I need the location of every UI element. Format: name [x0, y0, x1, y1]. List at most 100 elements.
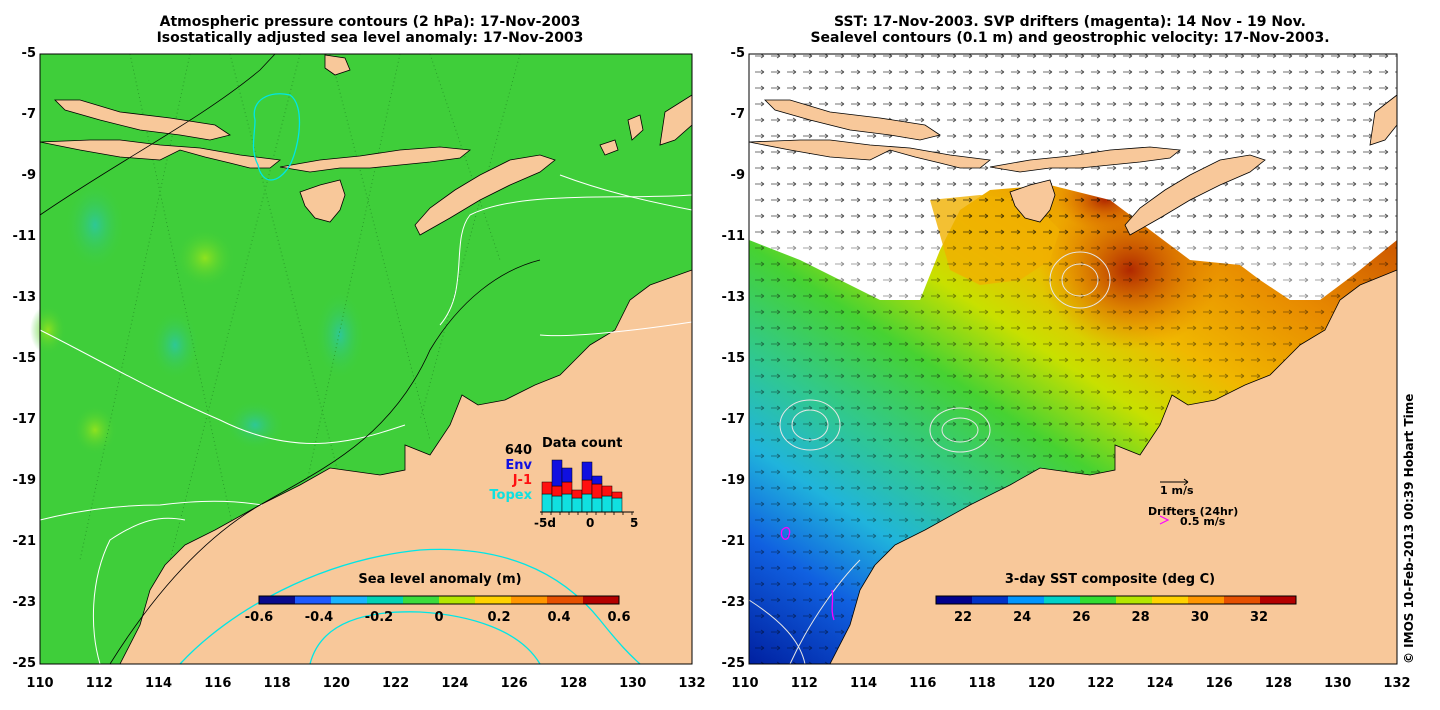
y-tick-label: -5	[21, 46, 36, 61]
x-tick-label: 122	[382, 676, 410, 691]
left-australia	[119, 269, 693, 665]
data-count-bar	[581, 479, 593, 495]
x-tick-label: 116	[204, 676, 232, 691]
drifter-scale-label: 0.5 m/s	[1180, 515, 1226, 528]
y-tick-label: -25	[12, 656, 37, 671]
y-tick-label: -19	[12, 473, 37, 488]
right-panel-title: SST: 17-Nov-2003. SVP drifters (magenta)…	[740, 14, 1400, 46]
x-tick-label: 110	[731, 676, 759, 691]
x-tick-label: 118	[263, 676, 291, 691]
right-sst-map	[748, 53, 1398, 665]
data-count-bar	[591, 483, 603, 499]
y-tick-label: -21	[721, 534, 746, 549]
data-count-bar	[591, 497, 603, 513]
colorbar-swatch	[1116, 596, 1153, 604]
colorbar-swatch	[583, 596, 620, 604]
colorbar-tick-label: 28	[1131, 610, 1150, 625]
colorbar-swatch	[1008, 596, 1045, 604]
y-tick-label: -17	[12, 412, 37, 427]
colorbar-swatch	[403, 596, 440, 604]
y-tick-label: -15	[721, 351, 746, 366]
data-count-bar	[581, 461, 593, 481]
data-count-bar	[551, 485, 563, 497]
left-panel-title: Atmospheric pressure contours (2 hPa): 1…	[40, 14, 700, 46]
colorbar-swatch	[367, 596, 404, 604]
colorbar-swatch	[259, 596, 296, 604]
data-count-bar	[571, 497, 583, 513]
data-count-title: Data count	[542, 436, 623, 451]
x-tick-label: 114	[144, 676, 173, 691]
x-tick-label: 126	[1205, 676, 1233, 691]
y-tick-label: -7	[21, 107, 36, 122]
colorbar-tick-label: 24	[1013, 610, 1032, 625]
data-count-bar	[561, 467, 573, 483]
velocity-scale-label: 1 m/s	[1160, 484, 1194, 497]
right-title-line1: SST: 17-Nov-2003. SVP drifters (magenta)…	[834, 14, 1306, 30]
colorbar-swatch	[1044, 596, 1081, 604]
right-colorbar-title: 3-day SST composite (deg C)	[1004, 572, 1216, 587]
x-tick-label: 122	[1087, 676, 1115, 691]
y-tick-label: -15	[12, 351, 37, 366]
colorbar-swatch	[936, 596, 973, 604]
data-count-chart	[540, 459, 634, 515]
data-count-bar	[561, 493, 573, 513]
colorbar-tick-label: 0.4	[547, 610, 571, 625]
x-tick-label: 110	[26, 676, 54, 691]
data-count-bar	[551, 495, 563, 513]
x-tick-label: 112	[790, 676, 818, 691]
colorbar-swatch	[295, 596, 332, 604]
y-tick-label: -11	[12, 229, 37, 244]
colorbar-swatch	[475, 596, 512, 604]
data-count-xtick-neg5: -5d	[534, 516, 556, 530]
colorbar-swatch	[511, 596, 548, 604]
y-tick-label: -9	[730, 168, 745, 183]
y-tick-label: -21	[12, 534, 37, 549]
data-count-bar	[591, 475, 603, 485]
colorbar-tick-label: 0	[434, 610, 444, 625]
right-colorbar	[935, 595, 1297, 605]
x-tick-label: 124	[441, 676, 469, 691]
colorbar-tick-label: 0.6	[607, 610, 631, 625]
y-tick-label: -13	[12, 290, 37, 305]
data-count-bar	[541, 493, 553, 513]
x-tick-label: 130	[619, 676, 647, 691]
credit-text: © IMOS 10-Feb-2013 00:39 Hobart Time	[1402, 393, 1416, 664]
x-tick-label: 118	[968, 676, 996, 691]
x-tick-label: 132	[678, 676, 706, 691]
y-tick-label: -23	[12, 595, 37, 610]
colorbar-swatch	[1260, 596, 1297, 604]
colorbar-tick-label: -0.6	[244, 610, 274, 625]
x-tick-label: 126	[500, 676, 528, 691]
colorbar-swatch	[1152, 596, 1189, 604]
colorbar-swatch	[547, 596, 584, 604]
data-count-bar	[611, 491, 623, 499]
colorbar-swatch	[1224, 596, 1261, 604]
x-tick-label: 116	[909, 676, 937, 691]
data-count-bar	[561, 481, 573, 495]
colorbar-tick-label: 26	[1072, 610, 1091, 625]
data-count-env-label: Env	[505, 458, 532, 473]
drifters-label: Drifters (24hr)	[1148, 505, 1239, 518]
colorbar-tick-label: 30	[1190, 610, 1209, 625]
data-count-xtick-0: 0	[586, 516, 595, 530]
y-tick-label: -13	[721, 290, 746, 305]
x-tick-label: 114	[849, 676, 878, 691]
data-count-total: 640	[504, 443, 532, 458]
x-tick-label: 120	[322, 676, 350, 691]
y-tick-label: -23	[721, 595, 746, 610]
colorbar-tick-label: 0.2	[487, 610, 511, 625]
left-colorbar	[258, 595, 620, 605]
data-count-bar	[541, 481, 553, 495]
y-tick-label: -19	[721, 473, 746, 488]
data-count-xtick-5: 5	[630, 516, 639, 530]
colorbar-swatch	[972, 596, 1009, 604]
data-count-bar	[601, 495, 613, 513]
data-count-bar	[551, 459, 563, 487]
colorbar-tick-label: -0.2	[364, 610, 394, 625]
colorbar-swatch	[331, 596, 368, 604]
colorbar-swatch	[1188, 596, 1225, 604]
x-tick-label: 120	[1027, 676, 1055, 691]
y-tick-label: -9	[21, 168, 36, 183]
left-title-line2: Isostatically adjusted sea level anomaly…	[156, 30, 584, 46]
colorbar-swatch	[1080, 596, 1117, 604]
